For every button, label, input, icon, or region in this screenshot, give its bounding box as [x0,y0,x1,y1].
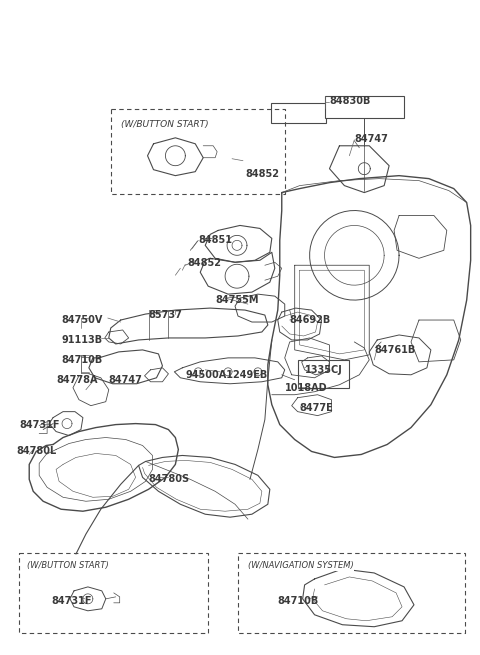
Text: 84778A: 84778A [56,375,97,384]
Bar [19,553,208,633]
Text: 84780L: 84780L [16,447,57,457]
Text: 84692B: 84692B [290,315,331,325]
Text: 84710B: 84710B [278,596,319,606]
Text: 84747: 84747 [109,375,143,384]
Bar [298,360,349,388]
Text: 91113B: 91113B [61,335,102,345]
Text: 84755M: 84755M [215,295,259,305]
Text: 84852: 84852 [245,169,279,179]
Bar [271,103,325,123]
Text: 84761B: 84761B [374,345,416,355]
Text: 84710B: 84710B [61,355,102,365]
Text: 85737: 85737 [148,310,182,320]
Text: 1335CJ: 1335CJ [305,365,342,375]
Text: 1018AD: 1018AD [285,383,327,393]
Text: 84747: 84747 [354,134,388,144]
Text: 84731F: 84731F [51,596,92,606]
Bar [238,553,465,633]
Text: 84731F: 84731F [19,420,60,430]
Text: 84780S: 84780S [148,474,190,485]
Text: 84750V: 84750V [61,315,102,325]
Text: 84830B: 84830B [329,96,371,106]
Bar [324,96,404,118]
Text: 84851: 84851 [198,235,232,246]
Bar [111,109,285,194]
Text: (W/NAVIGATION SYSTEM): (W/NAVIGATION SYSTEM) [248,561,354,570]
Text: (W/BUTTON START): (W/BUTTON START) [120,120,208,129]
Text: 84852: 84852 [187,258,221,269]
Text: 8477E: 8477E [300,403,334,413]
Text: 94500A1249EB: 94500A1249EB [185,370,267,380]
Text: (W/BUTTON START): (W/BUTTON START) [27,561,109,570]
